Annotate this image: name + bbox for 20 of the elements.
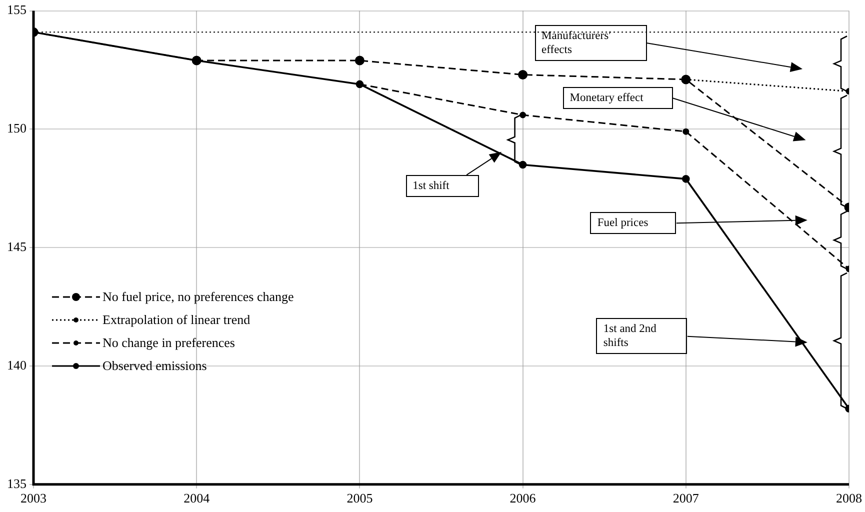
y-tick-label: 145 xyxy=(7,239,26,254)
note-box: Fuel prices xyxy=(590,212,676,234)
y-tick-label: 150 xyxy=(7,120,26,136)
x-tick-label: 2005 xyxy=(346,490,373,506)
legend-label: No change in preferences xyxy=(102,334,235,351)
legend-label: Extrapolation of linear trend xyxy=(102,312,250,328)
y-tick-label: 135 xyxy=(7,476,26,491)
legend-label: Observed emissions xyxy=(102,358,207,374)
note-box: Monetary effect xyxy=(562,87,673,110)
note-box: 1st shift xyxy=(406,174,479,197)
x-tick-label: 2006 xyxy=(510,490,536,506)
x-tick-label: 2008 xyxy=(836,490,862,506)
y-tick-label: 155 xyxy=(7,2,26,18)
legend-label: No fuel price, no preferences change xyxy=(102,288,294,305)
x-tick-label: 2007 xyxy=(672,490,700,506)
x-tick-label: 2003 xyxy=(20,490,46,506)
x-tick-label: 2004 xyxy=(184,490,210,506)
note-box: 1st and 2nd shifts xyxy=(596,318,688,354)
y-tick-label: 140 xyxy=(7,357,26,372)
note-box: Manufacturers' effects xyxy=(534,25,647,62)
